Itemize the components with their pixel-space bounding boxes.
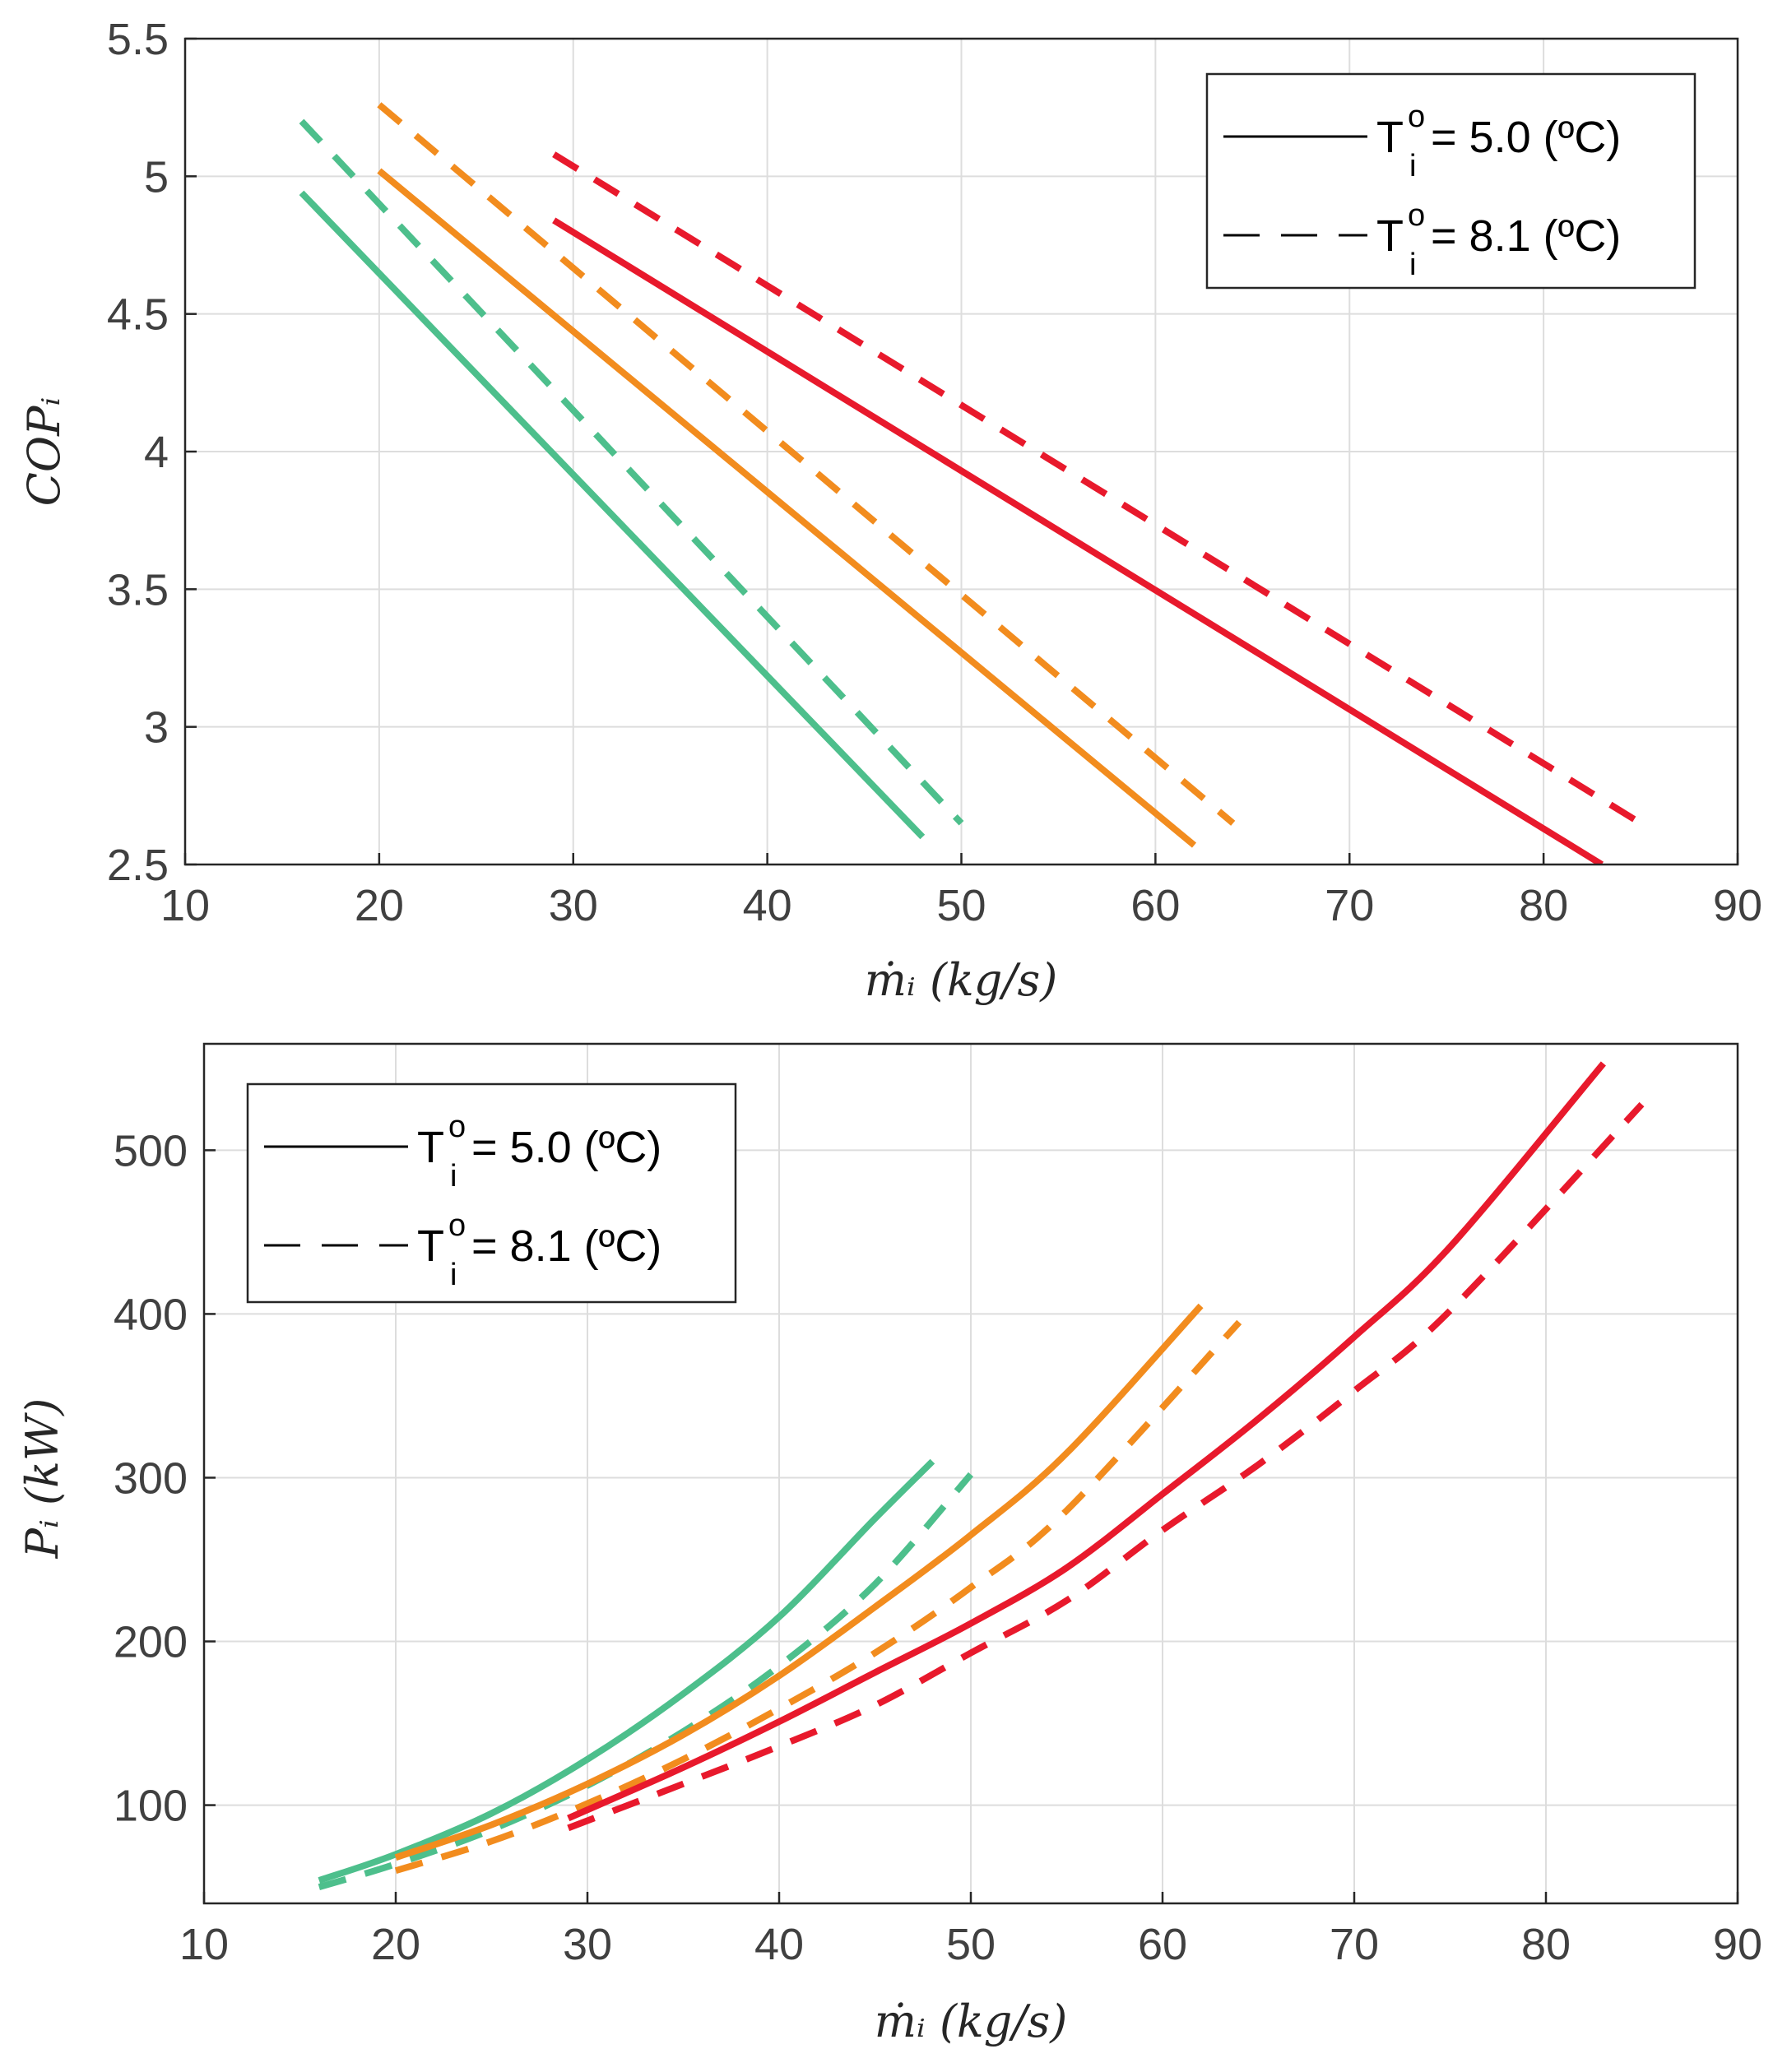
series-orange-solid	[394, 1303, 1204, 1861]
power-chart: 10 20 30 40 50 60 70 80 90 100 200 300 400 500 ṁᵢ (kg/…	[16, 1042, 1762, 2047]
series-orange-dashed	[377, 102, 1236, 826]
legend-label-sub: i	[1409, 248, 1416, 282]
series-green-dashed	[318, 1472, 974, 1890]
y-tick-label: 200	[114, 1618, 188, 1667]
x-tick-label: 40	[743, 881, 792, 930]
legend-box	[1205, 72, 1696, 290]
x-tick-label: 60	[1138, 1920, 1187, 1969]
y-axis-label: Pᵢ (kW)	[16, 1398, 68, 1560]
series-red-dashed	[567, 1101, 1645, 1832]
y-tick-label: 500	[114, 1126, 188, 1175]
y-tick-label: 4.5	[107, 290, 169, 340]
series-orange-dashed	[394, 1319, 1242, 1875]
x-tick-label: 50	[936, 881, 986, 930]
axes-frame	[183, 37, 1739, 866]
series-red-solid	[567, 1061, 1606, 1822]
series-orange-solid	[377, 168, 1197, 848]
y-tick-label: 3.5	[107, 565, 169, 614]
y-tick-label: 2.5	[107, 841, 169, 890]
legend-label-suffix: = 5.0 (ºC)	[1431, 113, 1621, 162]
legend-label: T	[417, 1221, 444, 1271]
series-green-solid	[318, 1458, 935, 1884]
x-tick-label: 10	[179, 1920, 229, 1969]
y-tick-label: 4	[144, 428, 169, 477]
legend-label-sub: i	[1409, 149, 1416, 183]
legend-label: T	[417, 1123, 444, 1172]
legend-label-sup: o	[1408, 198, 1425, 233]
legend-label-suffix: = 5.0 (ºC)	[471, 1123, 661, 1172]
x-tick-label: 30	[549, 881, 598, 930]
x-tick-label: 50	[946, 1920, 996, 1969]
x-axis-label: ṁᵢ (kg/s)	[865, 954, 1058, 1006]
y-tick-label: 100	[114, 1782, 188, 1831]
series-red-dashed	[552, 151, 1643, 827]
x-tick-label: 30	[563, 1920, 612, 1969]
axes-frame	[202, 1042, 1739, 1905]
series-green-solid	[299, 190, 926, 840]
y-tick-label: 5.5	[107, 15, 169, 64]
y-tick-label: 400	[114, 1290, 188, 1339]
y-tick-label: 300	[114, 1453, 188, 1503]
x-axis-label: ṁᵢ (kg/s)	[875, 1996, 1068, 2047]
cop-chart: 10 20 30 40 50 60 70 80 90 2.5 3 3.5 4 4.5 5 5.5 ṁᵢ (kg/…	[18, 15, 1762, 1006]
series-red-solid	[552, 217, 1604, 864]
x-tick-label: 80	[1519, 881, 1568, 930]
x-tick-label: 20	[371, 1920, 420, 1969]
x-tick-label: 70	[1330, 1920, 1379, 1969]
legend-label-sup: o	[1408, 100, 1425, 134]
x-tick-label: 70	[1325, 881, 1374, 930]
series-green-dashed	[299, 118, 964, 826]
x-tick-label: 10	[160, 881, 210, 930]
x-tick-label: 20	[355, 881, 404, 930]
y-tick-label: 5	[144, 152, 169, 202]
legend-label-sub: i	[450, 1159, 457, 1194]
x-tick-label: 90	[1713, 1920, 1762, 1969]
legend-label: T	[1376, 113, 1404, 162]
x-tick-label: 40	[754, 1920, 804, 1969]
legend-label-sup: o	[448, 1110, 466, 1144]
y-tick-label: 3	[144, 703, 169, 753]
legend-label: T	[1376, 211, 1404, 261]
y-axis-label: COPᵢ	[18, 397, 70, 507]
x-tick-label: 90	[1713, 881, 1762, 930]
legend-label-suffix: = 8.1 (ºC)	[1431, 211, 1621, 261]
legend-box	[246, 1082, 737, 1304]
legend-label-sup: o	[448, 1208, 466, 1243]
x-tick-label: 60	[1130, 881, 1180, 930]
legend-label-sub: i	[450, 1258, 457, 1292]
x-tick-label: 80	[1521, 1920, 1571, 1969]
legend-label-suffix: = 8.1 (ºC)	[471, 1221, 661, 1271]
